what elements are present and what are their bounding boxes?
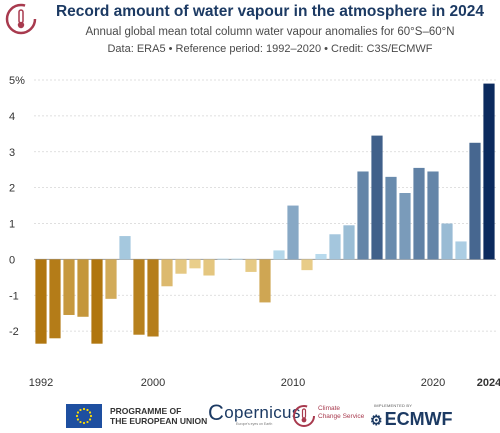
x-axis-ticks: 1992 2000 2010 2020 2024: [29, 377, 500, 389]
bar-2020: [427, 171, 439, 260]
eu-star: [79, 408, 82, 412]
y-axis-ticks: -2 -1 0 1 2 3 4 5%: [9, 75, 25, 338]
bar-2018: [399, 193, 411, 260]
chart-subtitle: Annual global mean total column water va…: [85, 26, 455, 38]
bar-2023: [469, 142, 481, 260]
eu-star: [79, 420, 82, 424]
bar-2016: [371, 135, 383, 260]
eu-star: [89, 414, 93, 418]
bar-2019: [413, 167, 425, 260]
y-tick-label: 1: [9, 219, 15, 231]
eu-star: [82, 407, 86, 411]
bar-2021: [441, 223, 453, 260]
x-tick-label: 1992: [29, 377, 53, 389]
bar-2017: [385, 176, 397, 260]
eu-star: [86, 408, 89, 412]
bar-1994: [63, 259, 75, 315]
eu-line-2: THE EUROPEAN UNION: [110, 416, 208, 426]
eu-flag-icon: [66, 404, 102, 428]
copernicus-wordmark: opernicus: [224, 403, 301, 422]
ccs-line-1: Climate: [318, 405, 341, 412]
bar-1995: [77, 259, 89, 317]
ecmwf-wordmark: ECMWF: [384, 409, 453, 429]
eu-programme-label: PROGRAMME OF THE EUROPEAN UNION: [110, 406, 208, 426]
chart-title: Record amount of water vapour in the atm…: [55, 3, 485, 20]
bar-2012: [315, 253, 327, 260]
bar-2022: [455, 241, 467, 260]
y-tick-label: -2: [9, 326, 19, 338]
y-tick-label: 3: [9, 147, 15, 159]
ccs-logo-icon: [293, 405, 315, 427]
bar-2002: [175, 259, 187, 274]
anomaly-bar-chart: -2 -1 0 1 2 3 4 5% 1992 2000 2010 2020 2024: [9, 75, 500, 389]
x-tick-label: 2024: [477, 377, 500, 389]
ecmwf-tagline: IMPLEMENTED BY: [374, 403, 413, 408]
y-tick-label: 5%: [9, 75, 25, 87]
bar-2004: [203, 259, 215, 276]
bar-1999: [133, 259, 145, 335]
copernicus-tagline: Europe's eyes on Earth: [236, 422, 273, 426]
bar-2005: [217, 258, 229, 260]
x-tick-label: 2020: [421, 377, 445, 389]
eu-star: [82, 421, 86, 425]
ccs-line-2: Change Service: [318, 413, 365, 420]
bar-2011: [301, 259, 313, 271]
bars: [35, 83, 495, 344]
eu-line-1: PROGRAMME OF: [110, 406, 182, 416]
bar-1996: [91, 259, 103, 344]
copernicus-logo: Copernicus: [208, 400, 301, 425]
bar-2024: [483, 83, 495, 260]
bar-2003: [189, 259, 201, 269]
eu-star: [88, 411, 92, 414]
y-tick-label: 0: [9, 254, 15, 266]
bar-2001: [161, 259, 173, 287]
bar-2008: [259, 259, 271, 303]
ccs-label: Climate Change Service: [318, 405, 364, 421]
eu-star: [75, 414, 79, 418]
eu-star: [76, 411, 80, 414]
footer-logos: PROGRAMME OF THE EUROPEAN UNION Copernic…: [0, 398, 500, 431]
c3s-logo: [5, 3, 37, 35]
y-tick-label: -1: [9, 290, 19, 302]
bar-1998: [119, 236, 131, 260]
eu-star: [86, 420, 89, 424]
y-tick-label: 4: [9, 111, 15, 123]
bar-1993: [49, 259, 61, 339]
bar-2015: [357, 171, 369, 260]
eu-star: [88, 418, 92, 421]
x-tick-label: 2010: [281, 377, 305, 389]
bar-2010: [287, 205, 299, 260]
y-tick-label: 2: [9, 183, 15, 195]
bar-2013: [329, 234, 341, 260]
bar-1997: [105, 259, 117, 299]
bar-2014: [343, 225, 355, 260]
bar-2000: [147, 259, 159, 337]
ecmwf-logo: ⚙ ECMWF: [370, 409, 453, 429]
bar-2006: [231, 258, 243, 260]
eu-star: [76, 418, 80, 421]
bar-1992: [35, 259, 47, 344]
bar-2009: [273, 250, 285, 260]
bar-2007: [245, 259, 257, 272]
x-tick-label: 2000: [141, 377, 165, 389]
chart-credits: Data: ERA5 • Reference period: 1992–2020…: [107, 43, 433, 55]
